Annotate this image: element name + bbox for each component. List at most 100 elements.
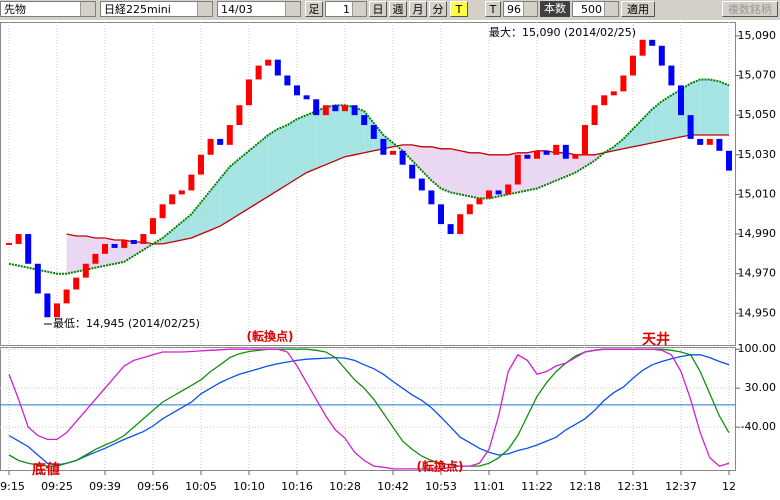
candle (255, 65, 262, 80)
bar-label[interactable]: 足 (305, 1, 323, 17)
x-tick-label: 09:25 (41, 480, 73, 493)
candle (121, 239, 128, 248)
candle (380, 138, 387, 155)
candle (342, 105, 348, 112)
panel-frame (0, 347, 736, 471)
candle (198, 154, 204, 175)
ma-band (479, 152, 489, 199)
candle (428, 190, 435, 205)
candle (543, 150, 550, 155)
ma-band (345, 105, 355, 157)
candle (514, 154, 521, 185)
candle (706, 138, 713, 145)
candle (294, 85, 300, 96)
candle (639, 39, 646, 56)
apply-button[interactable]: 適用 (621, 1, 655, 17)
x-tick-label: 11:01 (473, 480, 505, 493)
ma-band (460, 150, 470, 197)
candle (15, 234, 22, 244)
x-tick-label: 10:10 (233, 480, 265, 493)
ma-band (719, 81, 729, 135)
candle (370, 125, 377, 139)
ma-band (450, 148, 461, 195)
y-tick-label: 14,970 (738, 267, 777, 280)
x-tick-label: 09:56 (137, 480, 169, 493)
candle (226, 125, 233, 145)
y-tick-label: 15,050 (738, 108, 777, 121)
annotation: (転換点) (417, 459, 464, 474)
toolbar: 先物 日経225mini 14/03 足 1 日 週 月 分 T T 96 本数… (0, 0, 780, 20)
oscillator-line (8, 354, 730, 466)
candle (284, 75, 291, 86)
x-tick-label: 09:15 (0, 480, 25, 493)
x-tick-label: 09:39 (89, 480, 121, 493)
count-input[interactable]: 500 (572, 1, 619, 17)
ma-band (633, 119, 643, 147)
candle (178, 190, 185, 195)
x-tick-label: 10:42 (377, 480, 409, 493)
candle (390, 150, 396, 155)
candle (140, 234, 147, 244)
candle (658, 45, 665, 66)
candle (130, 239, 137, 244)
candle (409, 164, 416, 179)
candle (726, 150, 732, 171)
ma-band (661, 95, 672, 141)
ma-band (306, 111, 317, 173)
candle (265, 59, 272, 66)
candle (6, 242, 12, 245)
candle (534, 150, 540, 159)
month-select[interactable]: 14/03 (217, 1, 301, 17)
tick-input[interactable]: 96 (503, 1, 538, 17)
annotation: 底値 (32, 461, 60, 478)
ma-band (469, 152, 480, 199)
bar-input[interactable]: 1 (325, 1, 367, 17)
ma-band (709, 79, 720, 135)
symbol-select[interactable]: 日経225mini (100, 1, 213, 17)
ma-band (172, 222, 182, 242)
tick-label[interactable]: T (485, 1, 501, 17)
ma-band (277, 125, 288, 191)
candle (63, 289, 70, 304)
candle (495, 190, 502, 195)
candle (553, 144, 560, 155)
ma-band (210, 178, 221, 231)
candle (438, 204, 444, 225)
candle (524, 154, 531, 159)
y-tick-label: 15,010 (738, 187, 777, 200)
candle (678, 85, 684, 116)
ma-band (441, 148, 451, 193)
tick-button[interactable]: T (450, 1, 468, 17)
y-tick-label: 15,090 (738, 29, 777, 42)
month-button[interactable]: 月 (409, 1, 427, 17)
y-tick-label: 30.00 (745, 381, 777, 394)
ma-band (325, 105, 336, 165)
ma-band (546, 150, 557, 185)
market-select[interactable]: 先物 (0, 1, 96, 17)
day-button[interactable]: 日 (369, 1, 387, 17)
candle (601, 95, 608, 106)
week-button[interactable]: 週 (389, 1, 407, 17)
candle (418, 178, 425, 191)
candle (716, 138, 723, 151)
candle (313, 99, 320, 116)
candle (668, 65, 675, 86)
candle (582, 125, 588, 155)
candle (150, 218, 156, 235)
ma-band (537, 150, 547, 189)
candle (610, 91, 617, 96)
x-tick-label: 11:22 (521, 480, 553, 493)
candle (476, 198, 483, 205)
ma-band (268, 129, 278, 197)
y-tick-label: 15,030 (738, 148, 777, 161)
multi-symbol-button[interactable]: 複数銘柄 (722, 1, 778, 17)
ma-band (66, 234, 77, 274)
ma-band (220, 166, 230, 227)
candle (562, 144, 569, 159)
x-tick-label: 12:37 (665, 480, 697, 493)
ma-band (201, 190, 211, 235)
ma-band (76, 236, 86, 272)
minute-button[interactable]: 分 (429, 1, 447, 17)
